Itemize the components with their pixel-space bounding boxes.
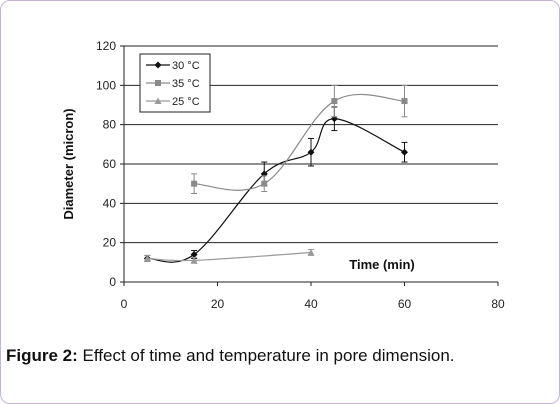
y-tick-label-20: 20 bbox=[103, 236, 117, 250]
y-tick-label-80: 80 bbox=[103, 118, 117, 132]
legend-marker-0 bbox=[154, 61, 162, 69]
data-point-1-1 bbox=[261, 180, 268, 187]
data-point-0-3 bbox=[307, 148, 315, 156]
y-tick-label-0: 0 bbox=[109, 275, 116, 289]
series-1 bbox=[191, 84, 408, 194]
caption-text: Effect of time and temperature in pore d… bbox=[77, 346, 455, 365]
y-tick-label-60: 60 bbox=[103, 157, 117, 171]
series-group bbox=[143, 84, 408, 264]
x-tick-label-80: 80 bbox=[491, 297, 505, 311]
data-point-1-2 bbox=[331, 98, 338, 105]
data-point-0-1 bbox=[190, 250, 198, 258]
x-tick-label-40: 40 bbox=[304, 297, 318, 311]
legend-label-2: 25 °C bbox=[172, 96, 200, 108]
x-axis-label: Time (min) bbox=[349, 257, 415, 272]
y-axis-label: Diameter (micron) bbox=[61, 108, 76, 219]
series-0 bbox=[143, 106, 408, 263]
legend-marker-2 bbox=[154, 97, 162, 104]
x-tick-label-20: 20 bbox=[211, 297, 225, 311]
legend-label-1: 35 °C bbox=[172, 78, 200, 90]
figure-caption: Figure 2: Effect of time and temperature… bbox=[6, 346, 455, 366]
series-2 bbox=[143, 249, 315, 264]
y-tick-label-100: 100 bbox=[96, 78, 116, 92]
series-line-1 bbox=[194, 93, 405, 191]
data-point-1-3 bbox=[401, 98, 408, 105]
y-tick-label-40: 40 bbox=[103, 196, 117, 210]
data-point-2-0 bbox=[143, 254, 151, 262]
data-point-1-0 bbox=[191, 180, 198, 187]
x-tick-label-60: 60 bbox=[398, 297, 412, 311]
data-point-2-1 bbox=[190, 256, 198, 264]
legend: 30 °C 35 °C 25 °C bbox=[139, 53, 211, 113]
diameter-vs-time-chart: 0 20 40 60 80 100 120 0 20 40 60 80 Diameter (micro… bbox=[61, 39, 505, 311]
axes bbox=[120, 46, 498, 286]
legend-label-0: 30 °C bbox=[172, 60, 200, 72]
ticks: 0 20 40 60 80 100 120 0 20 40 60 80 bbox=[96, 39, 505, 311]
series-line-2 bbox=[147, 251, 312, 262]
data-point-2-2 bbox=[307, 249, 315, 256]
caption-label: Figure 2: bbox=[6, 346, 78, 365]
data-point-0-5 bbox=[401, 148, 408, 156]
series-line-0 bbox=[147, 118, 405, 263]
legend-marker-1 bbox=[155, 80, 161, 86]
y-tick-label-120: 120 bbox=[96, 39, 116, 53]
x-tick-label-0: 0 bbox=[121, 297, 128, 311]
